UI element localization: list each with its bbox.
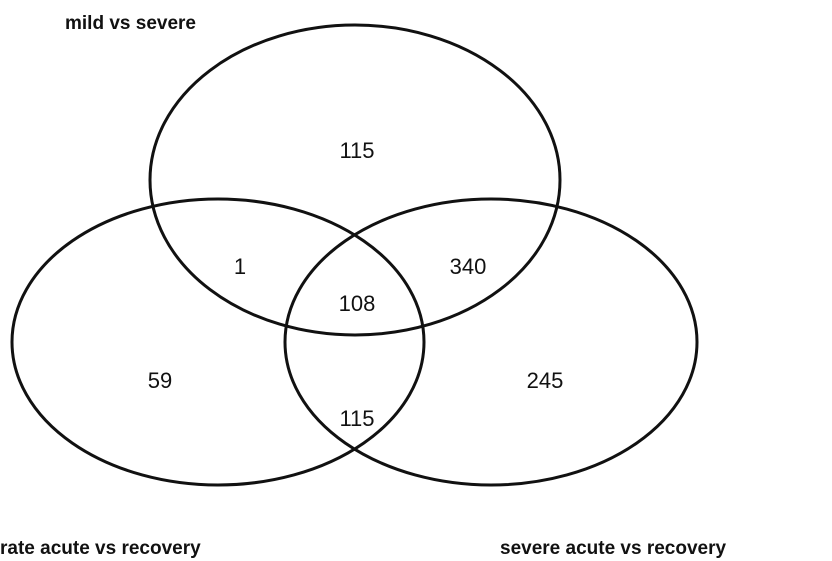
set-label: severe acute vs recovery: [500, 538, 726, 559]
region-count: 340: [450, 254, 487, 279]
region-count: 59: [148, 368, 172, 393]
set-label: mild vs severe: [65, 13, 196, 34]
region-count: 115: [339, 406, 374, 431]
set-circle: [148, 23, 562, 337]
region-count: 108: [339, 291, 376, 316]
set-circle: [10, 197, 426, 487]
set-circle: [283, 197, 699, 487]
region-count: 115: [339, 138, 374, 163]
region-count: 1: [234, 254, 246, 279]
set-label: rate acute vs recovery: [0, 538, 201, 559]
region-count: 245: [527, 368, 564, 393]
